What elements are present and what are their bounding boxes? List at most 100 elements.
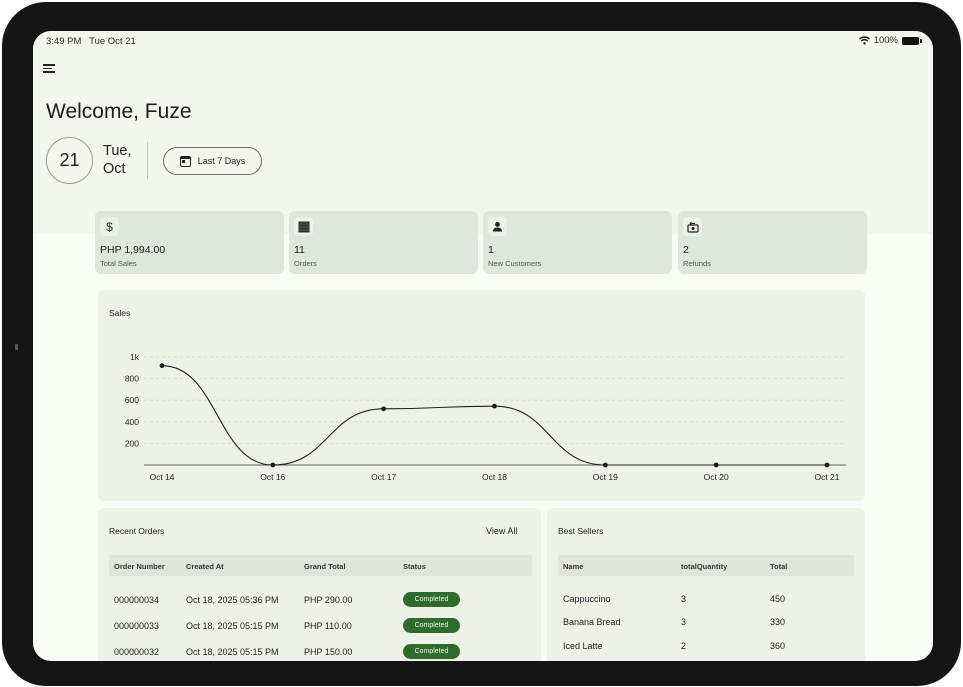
best-sellers-title: Best Sellers	[558, 526, 604, 536]
order-created: Oct 18, 2025 05:36 PM	[186, 595, 279, 605]
kpi-value: 11	[294, 244, 305, 256]
kpi-label: New Customers	[488, 259, 542, 268]
y-tick-label: 1k	[130, 352, 140, 362]
table-row[interactable]: Banana Bread 3 330	[558, 612, 854, 632]
kpi-orders: 11 Orders	[289, 211, 478, 274]
status-badge: Completed	[403, 592, 460, 607]
order-number: 000000032	[114, 647, 160, 657]
column-header: Grand Total	[304, 562, 346, 571]
column-header: Order Number	[114, 562, 165, 571]
app-screen: 3:49 PM Tue Oct 21 100% Welcome, Fuze 21…	[33, 31, 933, 661]
product-name: Cappuccino	[563, 594, 611, 604]
kpi-value: PHP 1,994.00	[100, 244, 166, 256]
column-header: totalQuantity	[681, 562, 728, 571]
kpi-total-sales: $ PHP 1,994.00 Total Sales	[95, 211, 284, 274]
x-tick-label: Oct 21	[814, 472, 839, 482]
data-point	[824, 462, 830, 468]
table-row[interactable]: 000000034 Oct 18, 2025 05:36 PM PHP 290.…	[109, 590, 532, 610]
order-created: Oct 18, 2025 05:15 PM	[186, 621, 279, 631]
kpi-value: 1	[488, 244, 494, 256]
column-header: Status	[403, 562, 426, 571]
order-total: PHP 290.00	[304, 595, 353, 605]
series-line	[161, 365, 827, 466]
data-point	[270, 462, 276, 468]
y-tick-label: 400	[125, 417, 139, 427]
date-range-label: Last 7 Days	[197, 156, 246, 166]
orders-icon	[294, 217, 313, 236]
recent-orders-title: Recent Orders	[109, 526, 165, 536]
status-bar: 3:49 PM Tue Oct 21 100%	[33, 31, 933, 53]
data-point	[159, 363, 165, 369]
orders-table-header: Order Number Created At Grand Total Stat…	[109, 555, 532, 576]
kpi-new-customers: 1 New Customers	[483, 211, 672, 274]
column-header: Total	[770, 562, 788, 571]
kpi-value: 2	[683, 244, 689, 256]
product-name: Iced Latte	[563, 641, 603, 651]
x-tick-label: Oct 16	[260, 472, 285, 482]
table-row[interactable]: Cappuccino 3 450	[558, 589, 854, 609]
table-row[interactable]: Iced Latte 2 360	[558, 636, 854, 656]
date-range-button[interactable]: Last 7 Days	[163, 147, 262, 175]
battery-percent: 100%	[873, 35, 898, 46]
table-row[interactable]: 000000033 Oct 18, 2025 05:15 PM PHP 110.…	[109, 616, 532, 636]
status-date: Tue Oct 21	[89, 36, 136, 47]
header-background	[33, 31, 933, 234]
kpi-label: Orders	[294, 259, 317, 268]
divider	[147, 142, 148, 179]
table-row[interactable]: 000000032 Oct 18, 2025 05:15 PM PHP 150.…	[109, 642, 532, 661]
battery-icon	[902, 36, 922, 45]
sales-chart: 200 400 600 800 1k Oct 14 Oct 16 Oct 17 Oct 18 Oc…	[125, 352, 846, 482]
data-point	[602, 462, 608, 468]
best-sellers-card: Best Sellers Name totalQuantity Total Ca…	[547, 508, 865, 661]
x-tick-label: Oct 19	[593, 472, 618, 482]
order-total: PHP 150.00	[304, 647, 353, 657]
person-icon	[488, 217, 507, 236]
weekday-label: Tue,	[103, 143, 132, 159]
day-number: 21	[59, 150, 80, 170]
order-total: PHP 110.00	[304, 621, 352, 631]
kpi-refunds: 2 Refunds	[678, 211, 867, 274]
column-header: Created At	[186, 562, 224, 571]
calendar-icon	[179, 155, 191, 167]
product-total: 330	[770, 617, 786, 627]
order-number: 000000033	[114, 621, 160, 631]
data-point	[492, 403, 497, 409]
status-badge: Completed	[403, 618, 460, 633]
page-title: Welcome, Fuze	[46, 100, 192, 123]
product-total: 360	[770, 641, 786, 651]
kpi-label: Total Sales	[100, 259, 137, 268]
kpi-label: Refunds	[683, 259, 711, 268]
y-tick-label: 600	[125, 395, 139, 405]
date-label: Tue, Oct	[103, 142, 131, 178]
x-tick-label: Oct 18	[482, 472, 507, 482]
month-label: Oct	[103, 161, 126, 177]
product-quantity: 2	[681, 641, 687, 651]
sales-chart-card: Sales 200 400 600 800 1k Oct 14 Oct 16 Oct 17 Oc…	[98, 290, 865, 501]
sellers-table-header: Name totalQuantity Total	[558, 555, 854, 576]
x-tick-label: Oct 20	[704, 472, 729, 482]
x-tick-label: Oct 14	[149, 472, 174, 482]
column-header: Name	[563, 562, 584, 571]
day-badge: 21	[46, 137, 93, 184]
product-total: 450	[770, 594, 786, 604]
order-number: 000000034	[114, 595, 160, 605]
data-point	[713, 462, 719, 468]
menu-icon[interactable]	[43, 64, 55, 73]
dollar-icon: $	[100, 217, 119, 236]
refund-icon	[683, 217, 702, 236]
y-tick-label: 800	[125, 374, 139, 384]
x-tick-label: Oct 17	[371, 472, 396, 482]
status-badge: Completed	[403, 644, 460, 659]
side-button	[15, 344, 18, 350]
y-tick-label: 200	[125, 438, 139, 448]
status-time: 3:49 PM	[46, 36, 82, 47]
view-all-link[interactable]: View All	[486, 526, 518, 536]
product-name: Banana Bread	[563, 617, 621, 627]
chart-title: Sales	[109, 308, 131, 318]
recent-orders-card: Recent Orders View All Order Number Crea…	[98, 508, 541, 661]
data-point	[381, 406, 387, 412]
wifi-icon	[858, 36, 870, 45]
product-quantity: 3	[681, 617, 687, 627]
product-quantity: 3	[681, 594, 687, 604]
